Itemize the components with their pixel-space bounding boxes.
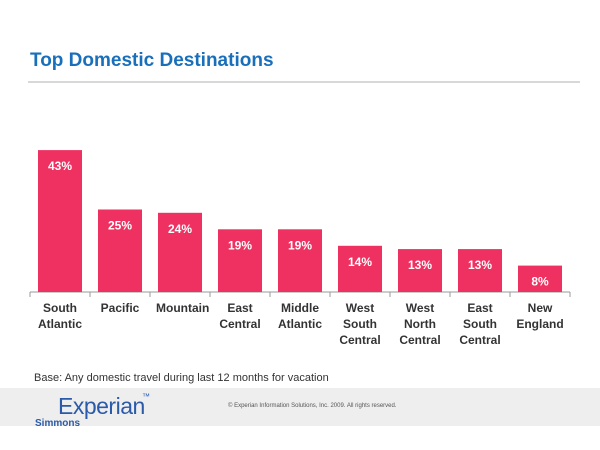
bar (278, 229, 322, 292)
x-tick-label: South Atlantic (37, 301, 82, 331)
logo-text: Experian (58, 393, 145, 419)
value-label: 19% (228, 238, 252, 252)
value-label: 25% (108, 219, 132, 233)
footnote: Base: Any domestic travel during last 12… (34, 372, 329, 384)
x-tick-label: West North Central (399, 301, 441, 347)
trademark: ™ (142, 392, 150, 401)
value-label: 13% (408, 258, 432, 272)
value-label: 13% (468, 258, 492, 272)
value-label: 43% (48, 159, 72, 173)
footer-band (0, 388, 600, 426)
bar (158, 212, 202, 292)
bar (458, 249, 502, 292)
bar (38, 150, 82, 292)
sublogo: Simmons (35, 418, 81, 429)
x-tick-label: West South Central (339, 301, 381, 347)
x-tick-label: Middle Atlantic (277, 301, 322, 331)
value-label: 19% (288, 238, 312, 252)
bar (518, 265, 562, 292)
x-tick-label: Mountain (156, 301, 210, 315)
value-label: 8% (531, 275, 549, 289)
x-tick-label: Pacific (100, 301, 140, 315)
bar (98, 209, 142, 292)
x-tick-label: New England (516, 301, 564, 331)
x-tick-label: East South Central (459, 301, 501, 347)
copyright: © Experian Information Solutions, Inc. 2… (228, 403, 397, 409)
plot: 43% 25% 24% 19% 19% 14% 13% 13% 8% (29, 150, 571, 297)
x-tick-label: East Central (219, 301, 261, 331)
value-label: 24% (168, 222, 192, 236)
bar (398, 249, 442, 292)
chart-title: Top Domestic Destinations (30, 50, 274, 71)
bar (338, 245, 382, 292)
bar (218, 229, 262, 292)
value-label: 14% (348, 255, 372, 269)
